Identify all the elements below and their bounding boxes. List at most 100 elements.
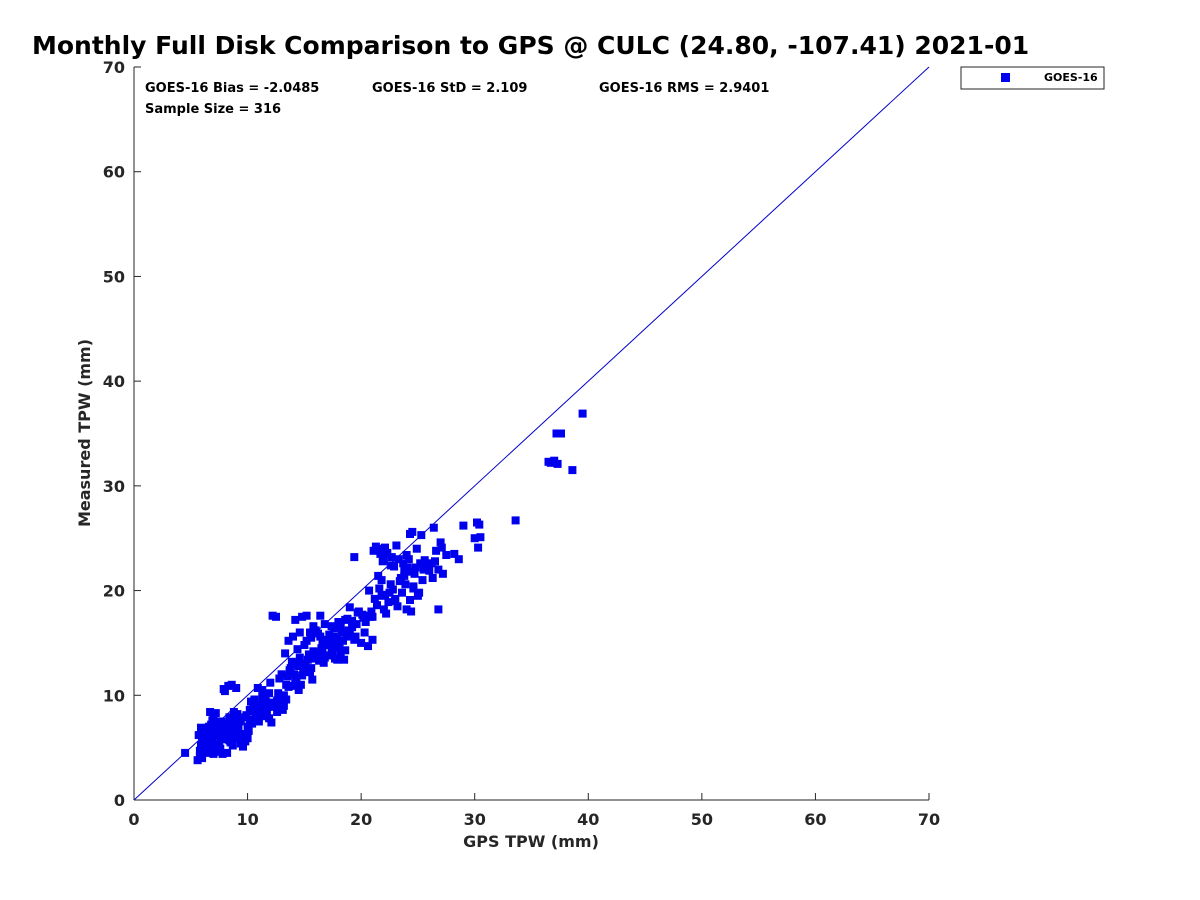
data-point (425, 566, 434, 575)
data-point (205, 747, 213, 756)
data-point (251, 712, 260, 721)
data-point (437, 543, 446, 552)
data-point (475, 520, 484, 529)
data-point (298, 612, 307, 621)
data-point (295, 653, 304, 662)
data-point (207, 743, 216, 752)
data-point (227, 680, 236, 689)
data-point (320, 620, 329, 629)
data-point (568, 466, 577, 475)
data-point (308, 675, 317, 684)
data-point (345, 603, 354, 612)
data-point (318, 636, 327, 645)
data-point (396, 574, 405, 582)
data-point (218, 749, 227, 758)
data-point (404, 567, 413, 576)
data-point (318, 648, 327, 657)
data-point (274, 689, 283, 698)
data-point (218, 735, 227, 744)
data-point (336, 622, 345, 631)
reference-line-group (133, 66, 930, 801)
data-point (241, 713, 250, 722)
data-point (225, 736, 234, 745)
data-point (360, 628, 369, 637)
data-point (320, 653, 329, 662)
data-point (239, 742, 247, 751)
data-point (260, 701, 269, 710)
data-point (450, 549, 459, 558)
data-point (309, 647, 318, 656)
data-point (316, 632, 325, 641)
data-point (258, 693, 267, 702)
data-point (419, 565, 428, 574)
legend-box (960, 66, 1105, 90)
data-point (376, 549, 385, 558)
data-point (392, 541, 401, 550)
data-point (231, 715, 240, 724)
data-point (200, 745, 209, 754)
x-tick-label: 70 (918, 810, 940, 829)
data-point (364, 642, 372, 651)
data-point (393, 602, 402, 611)
y-tick-label: 0 (114, 791, 125, 810)
legend-marker (1001, 73, 1010, 82)
rms-stat: GOES-16 RMS = 2.9401 (599, 81, 769, 96)
data-point (401, 580, 410, 589)
data-point (296, 680, 305, 689)
data-point (265, 714, 274, 723)
x-tick-label: 10 (236, 810, 258, 829)
data-point (293, 645, 302, 654)
data-point (407, 607, 416, 616)
data-point (245, 715, 254, 724)
data-point (402, 605, 411, 614)
data-point (266, 698, 275, 707)
data-point (332, 640, 341, 648)
data-point (553, 459, 562, 468)
data-point (209, 731, 218, 740)
data-point (304, 650, 313, 659)
data-point (258, 686, 267, 694)
x-tick-label: 20 (350, 810, 372, 829)
data-point (295, 628, 304, 637)
data-point (578, 409, 587, 418)
data-point (333, 655, 342, 664)
data-point (373, 601, 381, 610)
y-tick-label: 30 (103, 477, 125, 496)
data-point (327, 645, 336, 654)
data-point (436, 538, 445, 547)
data-point (216, 744, 225, 753)
data-point (203, 734, 212, 743)
data-point (434, 565, 443, 574)
data-point (368, 635, 377, 644)
data-point (418, 576, 427, 585)
data-point (267, 718, 276, 727)
data-point (408, 527, 417, 536)
data-point (289, 681, 297, 690)
data-point (254, 717, 263, 726)
data-point (215, 726, 224, 735)
data-point (370, 594, 379, 603)
data-point (227, 723, 236, 732)
y-tick-label: 10 (103, 686, 125, 705)
data-point (225, 713, 234, 722)
y-tick-label: 40 (103, 372, 125, 391)
data-point (294, 686, 303, 694)
data-point (375, 584, 384, 593)
data-point (199, 732, 208, 741)
data-point (181, 748, 190, 757)
data-point (279, 691, 288, 700)
x-tick-label: 60 (804, 810, 826, 829)
data-point (195, 746, 204, 755)
x-tick-label: 0 (128, 810, 139, 829)
data-point (198, 754, 207, 763)
data-point (432, 546, 441, 555)
data-point (476, 533, 485, 542)
data-point (265, 689, 274, 698)
data-points (181, 409, 587, 765)
chart-title: Monthly Full Disk Comparison to GPS @ CU… (32, 31, 1029, 60)
data-point (367, 607, 376, 616)
data-point (394, 555, 403, 564)
data-point (211, 709, 220, 718)
data-point (289, 632, 297, 641)
data-point (220, 720, 229, 729)
